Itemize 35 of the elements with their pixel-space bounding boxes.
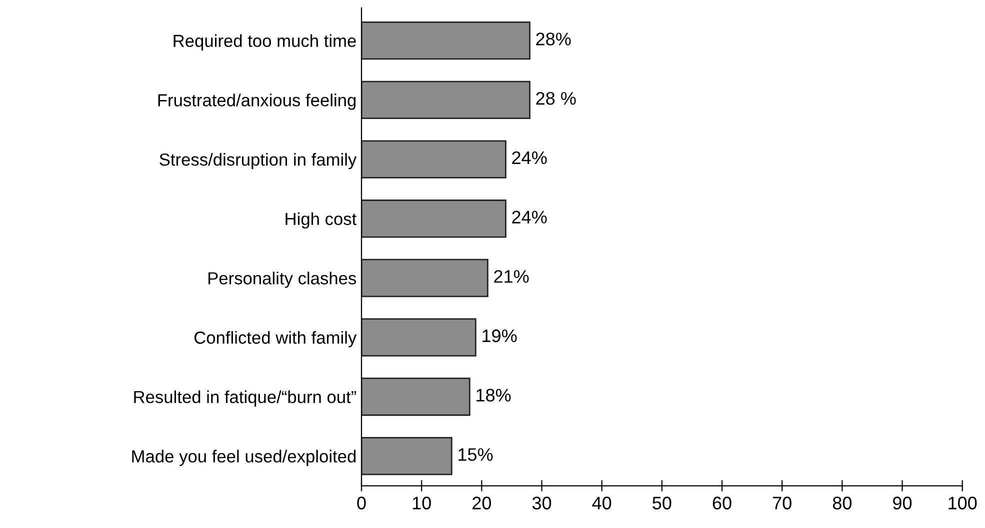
- x-tick-label: 80: [832, 496, 852, 510]
- bar: [361, 80, 530, 120]
- bar: [361, 21, 530, 60]
- bar: [361, 378, 470, 416]
- x-tick-label: 0: [357, 496, 366, 510]
- data-label: 19%: [482, 329, 517, 342]
- data-label: 21%: [494, 270, 529, 283]
- y-tick-label: Frustrated/anxious feeling: [158, 94, 356, 110]
- x-tick-label: 40: [592, 496, 612, 510]
- data-label: 15%: [458, 448, 493, 461]
- data-label: 24%: [512, 210, 547, 224]
- x-tick-label: 50: [652, 496, 672, 510]
- data-label: 24%: [512, 151, 547, 164]
- x-tick-label: 30: [532, 496, 552, 510]
- y-tick-label: Stress/disruption in family: [160, 152, 357, 170]
- y-tick-label: Required too much time: [174, 34, 356, 50]
- y-tick-label: Conflicted with family: [194, 331, 357, 348]
- bar: [361, 200, 506, 238]
- y-tick-label: Resulted in fatique/“burn out”: [134, 390, 356, 407]
- data-label: 28 %: [536, 92, 576, 105]
- y-tick-label: High cost: [286, 212, 357, 229]
- bar: [361, 258, 488, 298]
- x-tick-label: 60: [712, 496, 732, 510]
- x-tick-label: 10: [412, 496, 431, 510]
- x-tick-label: 90: [893, 496, 912, 510]
- y-tick-label: Made you feel used/exploited: [132, 450, 356, 466]
- y-tick-label: Personality clashes: [208, 272, 356, 288]
- bar: [361, 140, 506, 178]
- data-label: 28%: [536, 32, 571, 46]
- bar: [361, 318, 476, 356]
- bar: [361, 436, 452, 476]
- x-tick-label: 20: [472, 496, 491, 510]
- x-tick-label: 70: [772, 496, 792, 510]
- x-tick-label: 100: [948, 496, 977, 510]
- data-label: 18%: [476, 388, 511, 402]
